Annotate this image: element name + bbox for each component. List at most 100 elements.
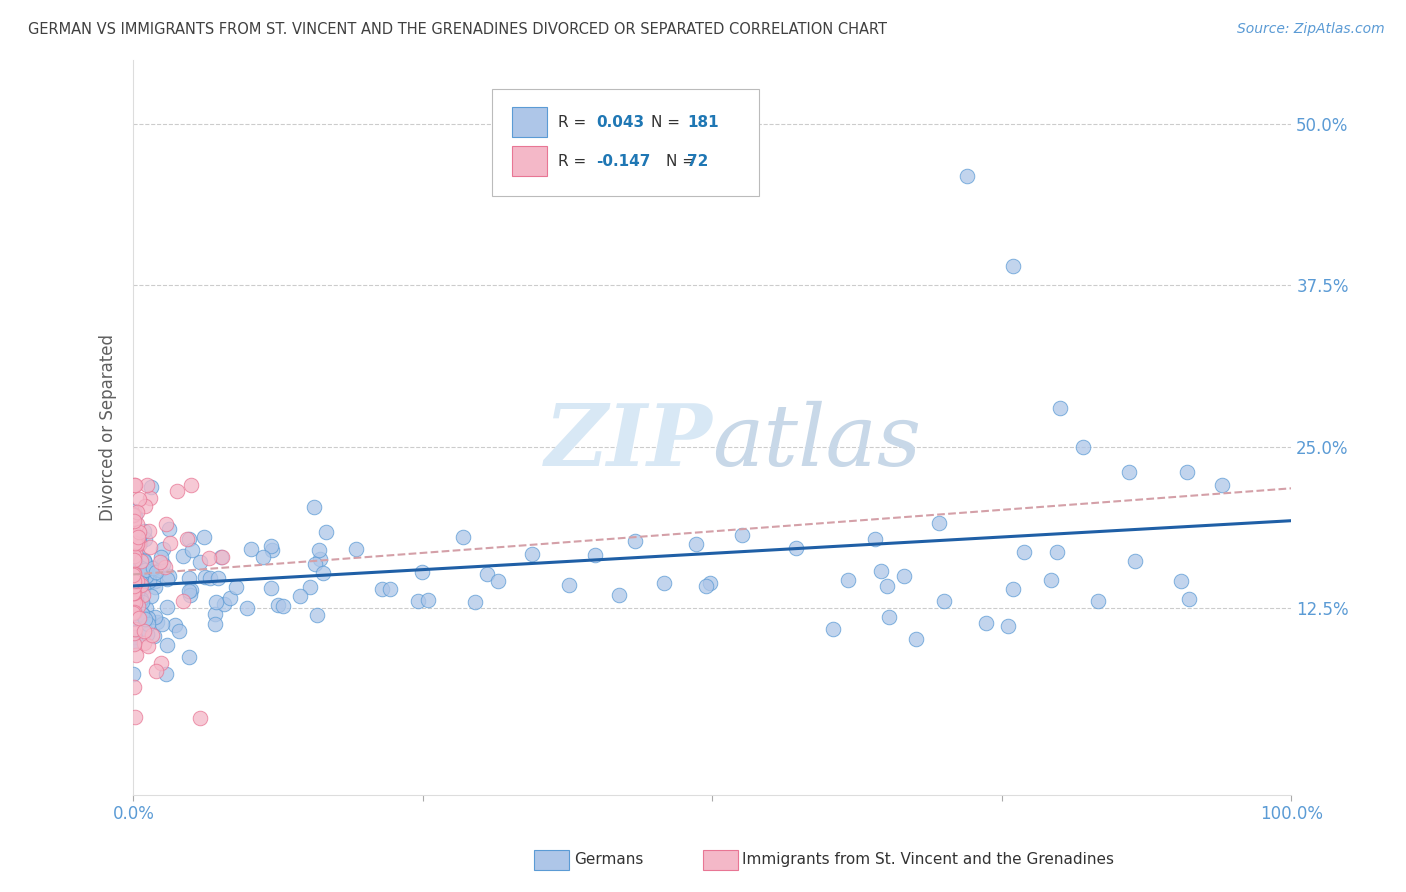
Point [225,580,247,594]
Point [132,558,155,573]
Point [136,611,159,625]
Point [141,564,163,578]
Point [893,569,915,583]
Point [267,598,290,612]
Point [122,666,145,681]
Text: R =: R = [558,114,586,129]
Point [132,524,155,539]
Point [172,594,194,608]
Point [997,619,1019,633]
Point [623,534,645,549]
Point [145,665,167,679]
Point [304,557,326,571]
Point [288,590,311,604]
Point [129,561,152,575]
Point [181,543,204,558]
Point [122,574,145,589]
Point [159,535,181,549]
Point [132,570,155,584]
Point [870,564,893,578]
Point [1012,545,1035,559]
FancyBboxPatch shape [512,107,547,136]
Point [124,637,146,651]
Point [730,528,752,542]
Point [127,505,149,519]
Point [125,592,148,607]
Point [129,570,152,584]
Point [122,600,145,615]
Point [218,591,240,605]
Point [312,566,335,581]
Point [125,562,148,576]
Point [1087,593,1109,607]
Point [209,549,232,564]
Point [259,581,281,595]
Point [308,543,330,558]
Point [128,492,150,507]
Point [131,554,153,568]
Point [152,541,174,556]
Point [139,589,162,603]
Point [122,635,145,649]
Point [193,530,215,544]
Point [127,530,149,544]
Point [124,577,146,591]
Point [124,587,146,601]
Point [122,572,145,586]
Point [138,574,160,589]
Point [122,561,145,575]
Point [129,591,152,606]
Point [129,575,152,590]
Point [129,592,152,607]
Point [122,560,145,574]
Point [315,525,337,540]
Point [141,628,163,642]
Point [1046,545,1069,559]
Point [305,608,328,623]
Text: 181: 181 [688,114,718,129]
Point [143,629,166,643]
Point [122,593,145,607]
Point [156,638,179,652]
Point [451,530,474,544]
Point [122,478,145,492]
Point [122,539,145,553]
Point [150,616,173,631]
Point [122,514,145,528]
Point [155,559,177,574]
Point [699,575,721,590]
Point [125,582,148,597]
Point [135,569,157,583]
Point [125,550,148,565]
Point [132,624,155,639]
Point [156,572,179,586]
Point [132,636,155,650]
Point [124,622,146,636]
Point [124,508,146,522]
Point [204,617,226,632]
Point [122,593,145,607]
Point [129,578,152,592]
Point [695,579,717,593]
Point [122,611,145,625]
Point [122,550,145,565]
Point [821,622,844,636]
Point [122,595,145,609]
Point [304,500,326,515]
Point [1002,582,1025,596]
Point [124,541,146,555]
Point [177,532,200,546]
Point [905,632,928,647]
Point [122,508,145,523]
Point [128,561,150,575]
Text: R =: R = [558,153,586,169]
Point [128,611,150,625]
Point [146,615,169,629]
Point [785,541,807,555]
Point [129,568,152,582]
Point [974,616,997,631]
FancyBboxPatch shape [492,89,759,195]
Point [135,627,157,641]
Text: GERMAN VS IMMIGRANTS FROM ST. VINCENT AND THE GRENADINES DIVORCED OR SEPARATED C: GERMAN VS IMMIGRANTS FROM ST. VINCENT AN… [28,22,887,37]
Point [155,666,177,681]
